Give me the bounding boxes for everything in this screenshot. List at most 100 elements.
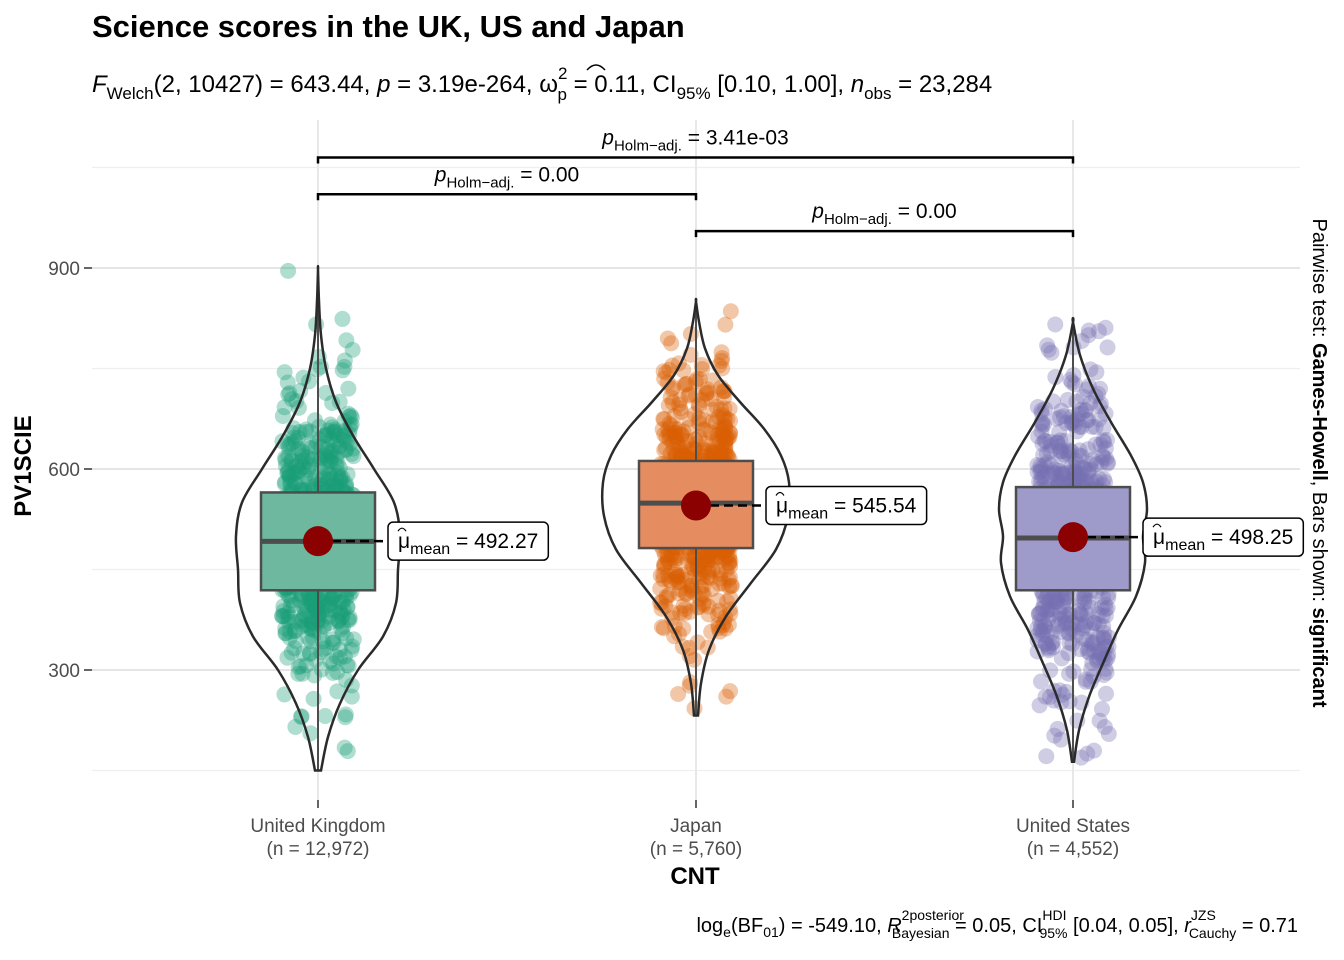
data-point — [699, 442, 716, 459]
data-point — [1059, 391, 1076, 408]
data-point — [1031, 473, 1048, 490]
data-point — [302, 423, 319, 440]
data-point — [1097, 607, 1114, 624]
data-point — [672, 581, 689, 598]
data-point — [326, 423, 343, 440]
data-point — [277, 625, 294, 642]
data-point — [1076, 590, 1093, 607]
data-point — [695, 577, 712, 594]
data-point — [717, 447, 734, 464]
data-point — [301, 646, 318, 663]
data-point — [1029, 620, 1046, 637]
data-point — [325, 655, 342, 672]
data-point — [1035, 622, 1052, 639]
data-point — [1072, 606, 1089, 623]
data-point — [655, 620, 672, 637]
data-point — [1070, 447, 1087, 464]
data-point — [297, 466, 314, 483]
data-point — [1058, 589, 1075, 606]
data-point — [1091, 643, 1108, 660]
data-point — [281, 385, 298, 402]
data-point — [718, 548, 735, 565]
data-point — [318, 426, 335, 443]
data-point — [1040, 638, 1057, 655]
data-point — [1052, 731, 1069, 748]
data-point — [341, 609, 358, 626]
data-point — [715, 575, 732, 592]
data-point — [665, 441, 682, 458]
data-point — [720, 616, 737, 633]
data-point — [1078, 412, 1095, 429]
data-point — [674, 567, 691, 584]
data-point — [657, 547, 674, 564]
data-point — [1075, 459, 1092, 476]
data-point — [692, 565, 709, 582]
data-point — [276, 399, 293, 416]
data-point — [337, 475, 354, 492]
data-point — [1087, 436, 1104, 453]
data-point — [655, 363, 672, 380]
data-point — [1043, 466, 1060, 483]
data-point — [316, 447, 333, 464]
data-point — [672, 403, 689, 420]
data-point — [1086, 614, 1103, 631]
data-point — [715, 428, 732, 445]
data-point — [287, 475, 304, 492]
data-point — [1071, 605, 1088, 622]
pairwise-label: pHolm−adj. = 3.41e-03 — [601, 126, 788, 154]
data-point — [1074, 606, 1091, 623]
data-point — [322, 614, 339, 631]
mean-point — [1058, 522, 1088, 553]
data-point — [298, 657, 315, 674]
data-point — [283, 453, 300, 470]
data-point — [1056, 446, 1073, 463]
data-point — [1073, 749, 1090, 766]
x-tick-count: (n = 12,972) — [267, 839, 370, 860]
data-point — [1090, 606, 1107, 623]
chart-subtitle: FWelch(2, 10427) = 643.44, p = 3.19e-264… — [92, 64, 992, 104]
data-point — [324, 590, 341, 607]
data-point — [325, 631, 342, 648]
data-point — [1085, 643, 1102, 660]
data-point — [304, 593, 321, 610]
data-point — [284, 592, 301, 609]
data-point — [677, 571, 694, 588]
data-point — [1040, 611, 1057, 628]
data-point — [302, 440, 319, 457]
data-point — [1066, 465, 1083, 482]
data-point — [1040, 640, 1057, 657]
data-point — [1034, 626, 1051, 643]
data-point — [704, 413, 721, 430]
data-point — [716, 409, 733, 426]
data-point — [1052, 409, 1069, 426]
data-point — [656, 556, 673, 573]
data-point — [318, 598, 335, 615]
data-point — [1096, 632, 1113, 649]
data-point — [1071, 418, 1088, 435]
data-point — [281, 609, 298, 626]
data-point — [1093, 599, 1110, 616]
data-point — [702, 424, 719, 441]
data-point — [1042, 443, 1059, 460]
data-point — [1067, 452, 1084, 469]
data-point — [705, 444, 722, 461]
data-point — [1070, 467, 1087, 484]
y-tick-label: 300 — [48, 661, 80, 682]
data-point — [324, 477, 341, 494]
data-point — [719, 410, 736, 427]
data-point — [1078, 631, 1095, 648]
data-point — [284, 435, 301, 452]
data-point — [285, 597, 302, 614]
data-point — [275, 598, 292, 615]
data-point — [657, 440, 674, 457]
bayes-caption: loge(BF01) = -549.10, R2posterior Bayesia… — [696, 907, 1298, 941]
data-point — [700, 598, 717, 615]
data-point — [1049, 720, 1066, 737]
data-point — [676, 601, 693, 618]
data-point — [320, 465, 337, 482]
data-point — [1032, 457, 1049, 474]
data-point — [340, 380, 357, 397]
data-point — [676, 439, 693, 456]
data-point — [1079, 441, 1096, 458]
data-point — [1071, 442, 1088, 459]
